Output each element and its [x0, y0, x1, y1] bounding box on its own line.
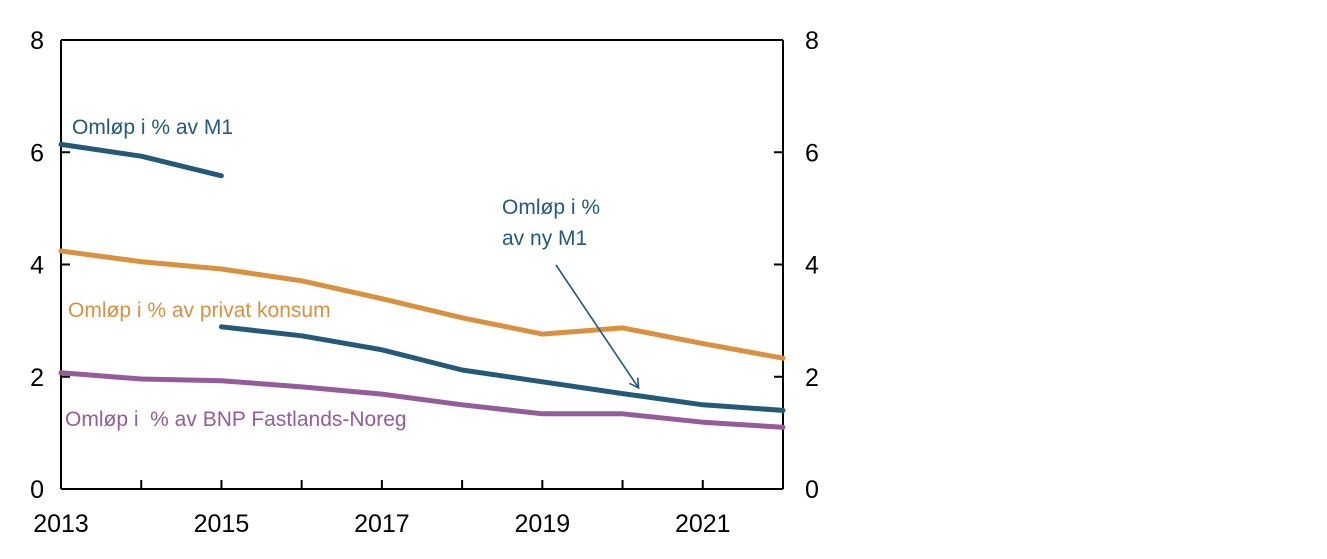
annotation-ny-m1-line2: av ny M1	[502, 227, 587, 250]
x-tick-label: 2015	[194, 510, 250, 538]
y-tick-label-right: 0	[805, 476, 819, 504]
axes: 0 2 4 6 8 0 2 4 6 8 2013 2015 2017 2019 2021	[30, 27, 819, 538]
annotation-bnp: Omløp i % av BNP Fastlands-Noreg	[65, 408, 407, 431]
x-tick-label: 2013	[33, 510, 89, 538]
series-line-oml-p-i-av-ny-m1	[218, 324, 786, 413]
annotation-ny-m1-line1: Omløp i %	[502, 196, 600, 219]
annotation-privat-konsum: Omløp i % av privat konsum	[68, 299, 331, 322]
y-tick-label-right: 4	[805, 252, 819, 280]
series-line-oml-p-i-av-m1	[58, 141, 224, 179]
annotation-m1: Omløp i % av M1	[72, 116, 233, 139]
y-tick-label-right: 8	[805, 27, 819, 55]
x-tick-label: 2021	[675, 510, 731, 538]
y-tick-label-left: 6	[30, 139, 44, 167]
y-tick-label-left: 2	[30, 364, 44, 392]
annotation-layer: Omløp i % av M1 Omløp i % av ny M1 Omløp i …	[65, 116, 640, 431]
y-tick-label-left: 8	[30, 27, 44, 55]
series-layer	[58, 141, 786, 430]
x-tick-label: 2019	[515, 510, 571, 538]
x-tick-label: 2017	[354, 510, 410, 538]
y-tick-label-left: 0	[30, 476, 44, 504]
y-tick-label-right: 2	[805, 364, 819, 392]
series-line-oml-p-i-av-privat-konsum	[58, 248, 786, 361]
series-line-oml-p-i-av-bnp-fastlands-noreg	[58, 370, 786, 430]
y-tick-label-left: 4	[30, 252, 44, 280]
annotation-arrow	[555, 264, 640, 390]
y-tick-label-right: 6	[805, 139, 819, 167]
